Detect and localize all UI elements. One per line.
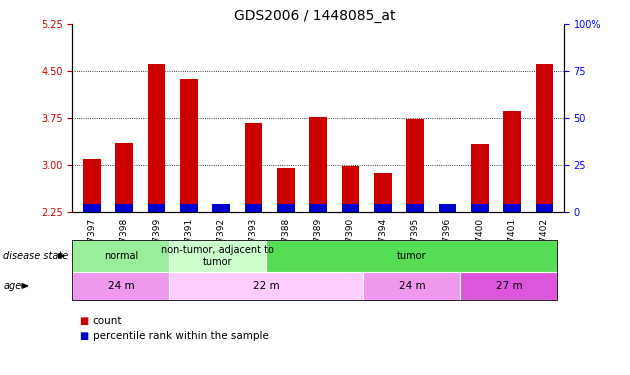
Bar (471, 144, 489, 212)
Bar (406, 119, 424, 212)
Bar (503, 204, 521, 212)
Bar (341, 204, 359, 212)
Bar (341, 166, 359, 212)
Bar (212, 211, 230, 212)
Bar (83, 159, 101, 212)
Text: 24 m: 24 m (399, 281, 425, 291)
Text: disease state: disease state (3, 251, 69, 261)
Bar (244, 204, 262, 212)
Text: non-tumor, adjacent to
tumor: non-tumor, adjacent to tumor (161, 245, 275, 267)
Bar (277, 168, 295, 212)
Bar (406, 204, 424, 212)
Bar (438, 206, 456, 212)
Bar (147, 64, 166, 212)
Bar (180, 80, 198, 212)
Text: 27 m: 27 m (496, 281, 522, 291)
Bar (277, 204, 295, 212)
Bar (309, 117, 327, 212)
Text: age: age (3, 281, 21, 291)
Text: percentile rank within the sample: percentile rank within the sample (93, 331, 268, 340)
Bar (374, 173, 392, 212)
Bar (309, 204, 327, 212)
Text: ■: ■ (79, 316, 88, 326)
Text: ■: ■ (79, 331, 88, 340)
Bar (536, 64, 553, 212)
Text: 22 m: 22 m (253, 281, 280, 291)
Bar (115, 143, 133, 212)
Bar (471, 204, 489, 212)
Bar (180, 204, 198, 212)
Bar (438, 204, 456, 212)
Text: 24 m: 24 m (108, 281, 134, 291)
Text: GDS2006 / 1448085_at: GDS2006 / 1448085_at (234, 9, 396, 23)
Bar (374, 204, 392, 212)
Text: tumor: tumor (397, 251, 427, 261)
Bar (212, 204, 230, 212)
Bar (536, 204, 553, 212)
Bar (83, 204, 101, 212)
Text: normal: normal (104, 251, 138, 261)
Bar (503, 111, 521, 212)
Bar (115, 204, 133, 212)
Bar (147, 204, 166, 212)
Text: count: count (93, 316, 122, 326)
Bar (244, 123, 262, 212)
